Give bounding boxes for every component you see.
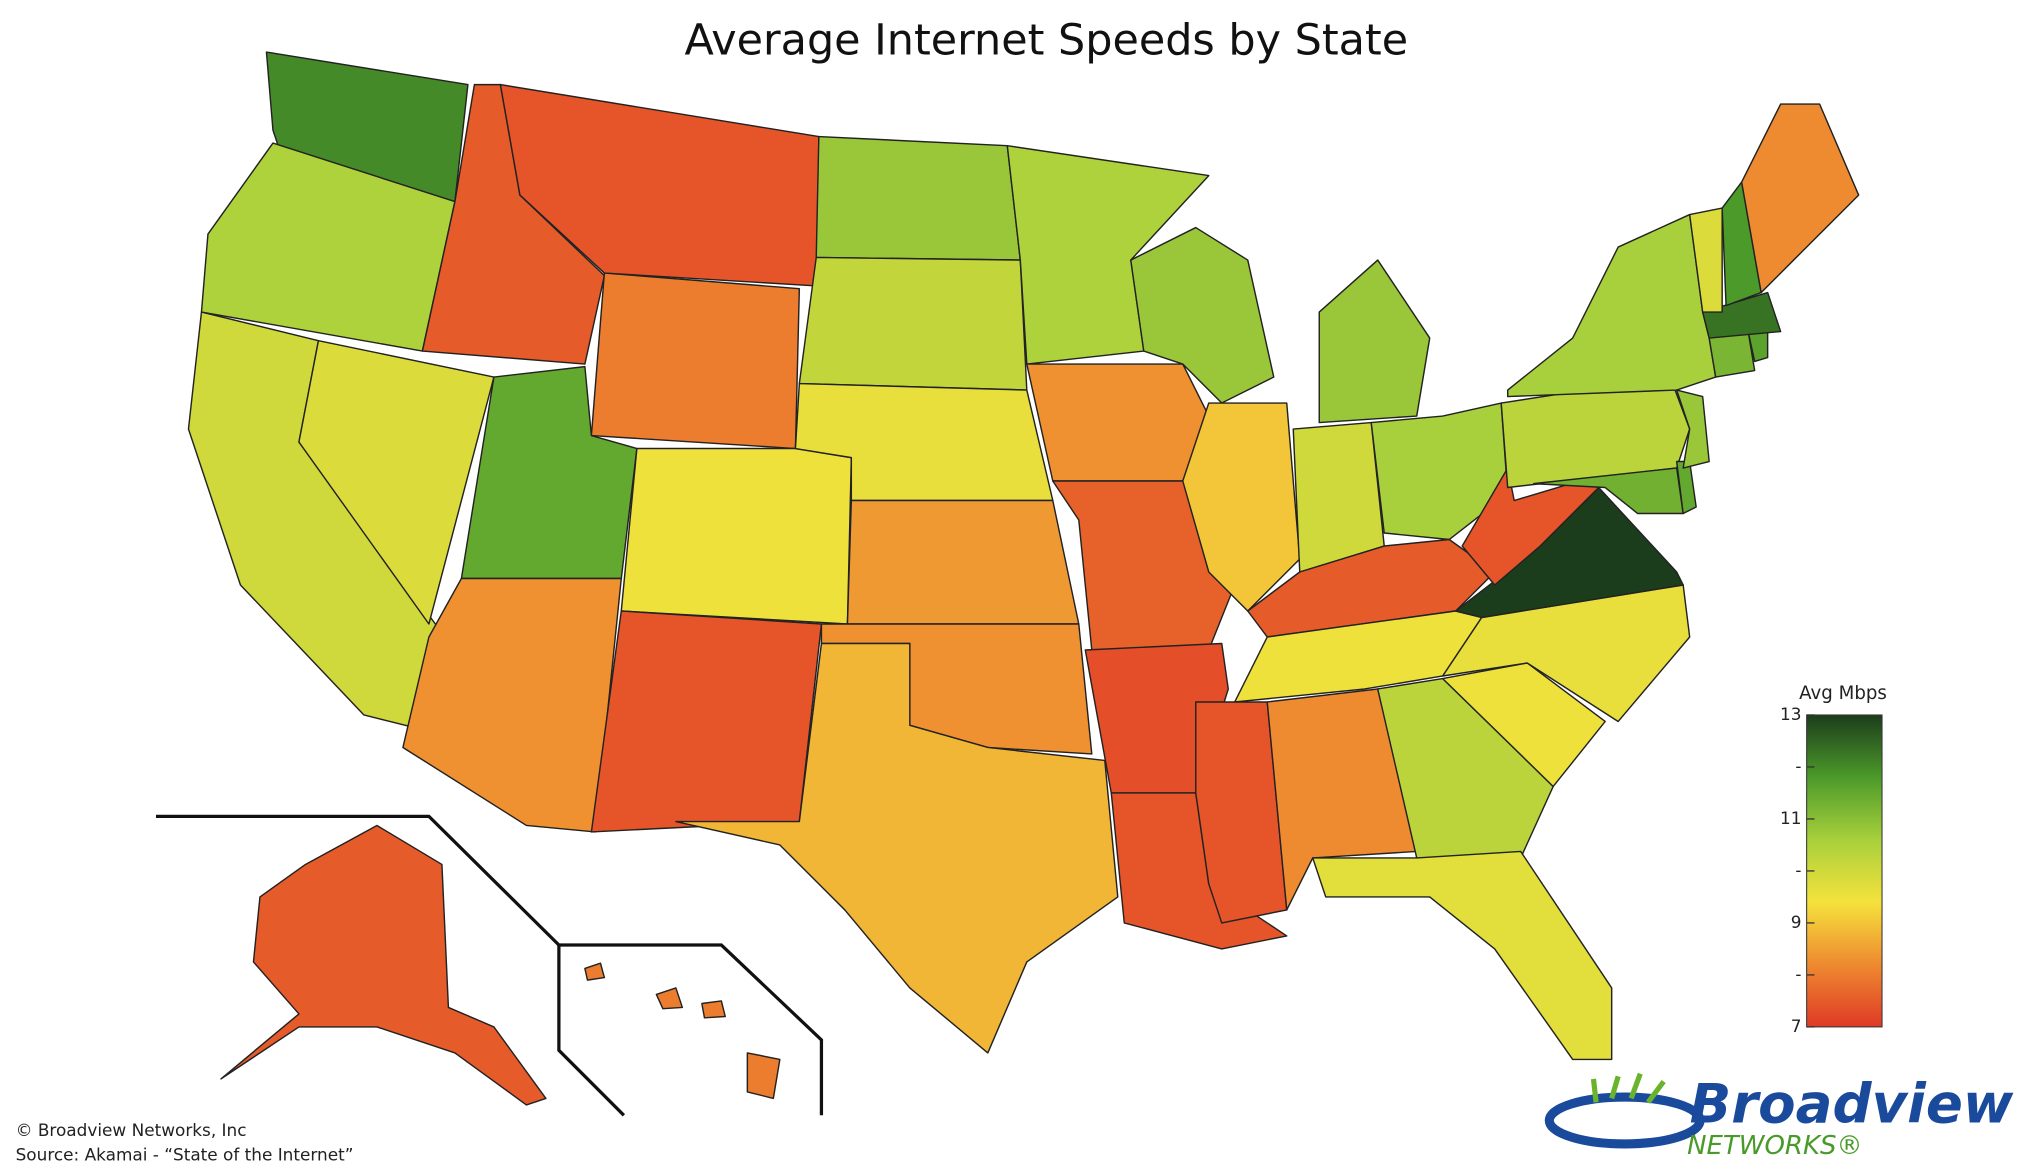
state [1026, 363, 1210, 482]
state [620, 447, 853, 625]
logo-rays [1590, 1072, 1666, 1104]
state [1688, 207, 1723, 313]
state [298, 339, 495, 625]
legend-tick-label: 13 [1780, 704, 1801, 724]
state [675, 642, 1119, 1054]
state [1266, 688, 1418, 911]
state [1377, 677, 1554, 859]
color-bar [1806, 714, 1883, 1028]
legend-title: Avg Mbps [1799, 683, 1887, 704]
state [590, 610, 823, 833]
copyright: © Broadview Networks, Inc [16, 1120, 247, 1140]
legend-tick-label: - [1795, 964, 1801, 984]
state [846, 499, 1080, 625]
state [1312, 850, 1613, 1061]
source: Source: Akamai - “State of the Internet” [16, 1145, 354, 1165]
logo-subtitle: NETWORKS® [1687, 1131, 1862, 1161]
state [590, 272, 801, 450]
inset-frame [557, 945, 626, 1117]
state [1708, 330, 1756, 378]
state [200, 142, 456, 352]
legend-ticks: 13 - 11 - 9 - 7 [1780, 704, 1815, 1036]
state [1130, 226, 1275, 404]
inset-frame [155, 814, 824, 1116]
logo-swoosh [1544, 1092, 1705, 1149]
state [1740, 103, 1860, 294]
state [815, 135, 1022, 261]
state [402, 577, 622, 833]
legend-tick-label: 9 [1791, 912, 1802, 932]
logo: Broadview NETWORKS® [1544, 1072, 2014, 1161]
state [499, 83, 820, 287]
state [798, 256, 1028, 391]
map-title: Average Internet Speeds by State [684, 16, 1408, 66]
legend-tick-label: 7 [1791, 1016, 1802, 1036]
state [584, 962, 781, 1100]
logo-name: Broadview [1690, 1072, 2014, 1136]
state [1442, 662, 1606, 788]
legend-tick-label: 11 [1780, 808, 1801, 828]
state [1532, 467, 1684, 515]
state [220, 824, 547, 1106]
state [1675, 389, 1710, 469]
legend-tick-label: - [1795, 860, 1801, 880]
state [1701, 291, 1782, 339]
states [187, 51, 1860, 1106]
state [1318, 259, 1431, 424]
legend-tick-label: - [1795, 756, 1801, 776]
state [1506, 213, 1717, 398]
